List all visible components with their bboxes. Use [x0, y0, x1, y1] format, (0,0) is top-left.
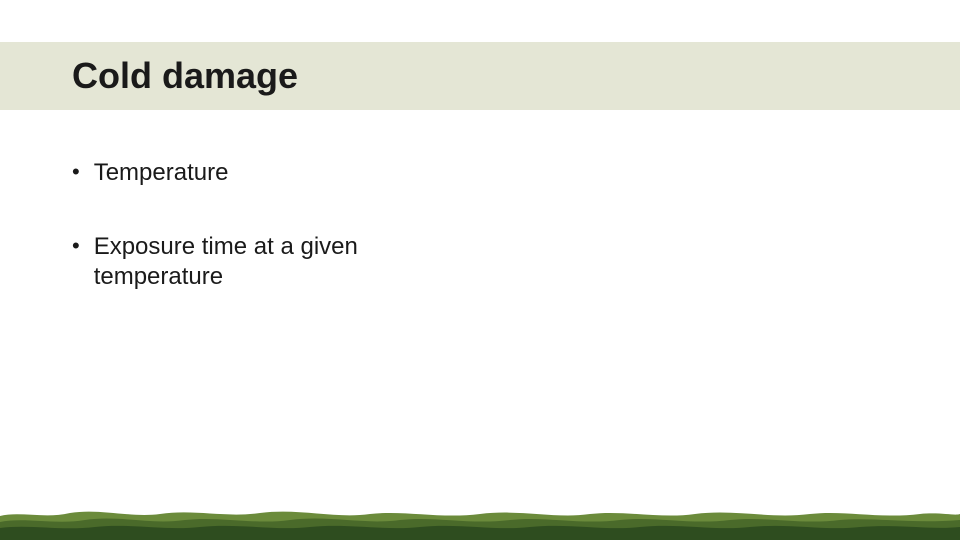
bullet-marker-icon: • — [72, 158, 80, 187]
content-area: • Temperature • Exposure time at a given… — [72, 158, 572, 336]
slide-title: Cold damage — [72, 55, 298, 97]
bullet-text: Exposure time at a given temperature — [94, 232, 454, 292]
slide: Cold damage • Temperature • Exposure tim… — [0, 0, 960, 540]
bullet-text: Temperature — [94, 158, 229, 188]
list-item: • Temperature — [72, 158, 572, 188]
title-band: Cold damage — [0, 42, 960, 110]
footer-decoration — [0, 502, 960, 540]
list-item: • Exposure time at a given temperature — [72, 232, 572, 292]
bullet-marker-icon: • — [72, 232, 80, 261]
